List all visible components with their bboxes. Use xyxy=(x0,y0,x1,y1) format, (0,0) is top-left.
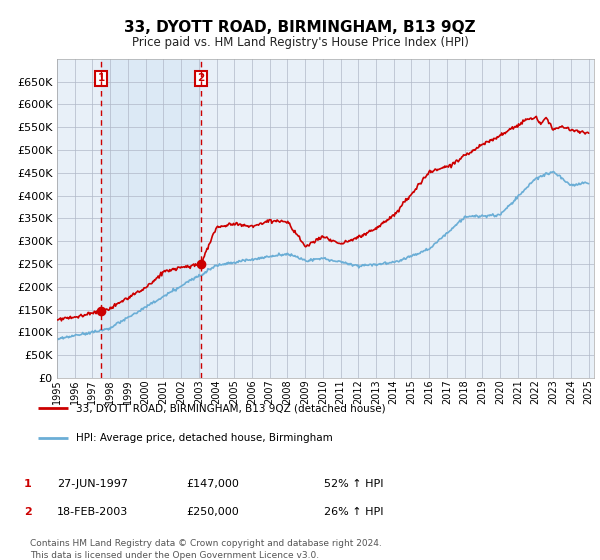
Text: £250,000: £250,000 xyxy=(186,507,239,517)
Text: HPI: Average price, detached house, Birmingham: HPI: Average price, detached house, Birm… xyxy=(76,433,332,443)
Text: Price paid vs. HM Land Registry's House Price Index (HPI): Price paid vs. HM Land Registry's House … xyxy=(131,36,469,49)
Text: 18-FEB-2003: 18-FEB-2003 xyxy=(57,507,128,517)
Text: 2: 2 xyxy=(24,507,31,517)
Bar xyxy=(101,59,201,378)
Text: 27-JUN-1997: 27-JUN-1997 xyxy=(57,479,128,489)
Text: 33, DYOTT ROAD, BIRMINGHAM, B13 9QZ (detached house): 33, DYOTT ROAD, BIRMINGHAM, B13 9QZ (det… xyxy=(76,403,386,413)
Text: 1: 1 xyxy=(24,479,31,489)
Text: 1: 1 xyxy=(98,73,105,83)
Text: £147,000: £147,000 xyxy=(186,479,239,489)
Text: 2: 2 xyxy=(197,73,205,83)
Text: 52% ↑ HPI: 52% ↑ HPI xyxy=(324,479,383,489)
Text: 26% ↑ HPI: 26% ↑ HPI xyxy=(324,507,383,517)
Text: Contains HM Land Registry data © Crown copyright and database right 2024.
This d: Contains HM Land Registry data © Crown c… xyxy=(30,539,382,559)
Text: 33, DYOTT ROAD, BIRMINGHAM, B13 9QZ: 33, DYOTT ROAD, BIRMINGHAM, B13 9QZ xyxy=(124,20,476,35)
